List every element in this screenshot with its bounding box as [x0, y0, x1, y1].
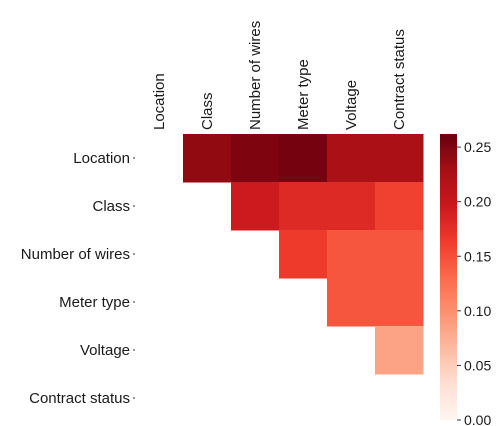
colorbar-ticks: 0.00 0.05 0.10 0.15 0.20 0.25: [457, 139, 491, 426]
colorbar-tick-label-3: 0.15: [464, 248, 491, 264]
column-label-number-of-wires: Number of wires: [247, 21, 264, 130]
colorbar-tick-label-4: 0.20: [464, 194, 491, 210]
heatmap-cell-class-voltage: [327, 182, 376, 231]
heatmap-cell-voltage-contract-status: [375, 326, 424, 375]
column-label-class: Class: [199, 92, 216, 130]
colorbar-tick-label-0: 0.00: [464, 412, 491, 426]
heatmap-cell-number-of-wires-contract-status: [375, 230, 424, 279]
colorbar-tick-label-2: 0.10: [464, 303, 491, 319]
row-label-voltage: Voltage: [80, 342, 130, 359]
column-label-meter-type: Meter type: [295, 59, 312, 130]
colorbar-tick-label-1: 0.05: [464, 357, 491, 373]
heatmap-cells: [183, 134, 424, 375]
heatmap-cell-class-contract-status: [375, 182, 424, 231]
row-labels: Location Class Number of wires Meter type Vo…: [21, 150, 135, 407]
column-labels: Location Class Number of wires Meter type Vo…: [151, 21, 408, 130]
heatmap-cell-location-class: [183, 134, 232, 183]
colorbar-tick-label-5: 0.25: [464, 139, 491, 155]
column-label-voltage: Voltage: [343, 80, 360, 130]
row-label-contract-status: Contract status: [29, 390, 130, 407]
heatmap-cell-meter-type-contract-status: [375, 278, 424, 327]
column-label-contract-status: Contract status: [391, 29, 408, 130]
heatmap-cell-class-meter-type: [279, 182, 328, 231]
heatmap-cell-number-of-wires-meter-type: [279, 230, 328, 279]
row-label-number-of-wires: Number of wires: [21, 246, 130, 263]
colorbar: [440, 134, 457, 420]
heatmap-cell-location-voltage: [327, 134, 376, 183]
heatmap-cell-class-number-of-wires: [231, 182, 280, 231]
heatmap-cell-location-contract-status: [375, 134, 424, 183]
row-label-meter-type: Meter type: [59, 294, 130, 311]
heatmap-cell-number-of-wires-voltage: [327, 230, 376, 279]
row-label-location: Location: [73, 150, 130, 167]
row-label-class: Class: [92, 198, 130, 215]
heatmap-cell-location-number-of-wires: [231, 134, 280, 183]
heatmap-cell-location-meter-type: [279, 134, 328, 183]
column-label-location: Location: [151, 73, 168, 130]
heatmap-cell-meter-type-voltage: [327, 278, 376, 327]
